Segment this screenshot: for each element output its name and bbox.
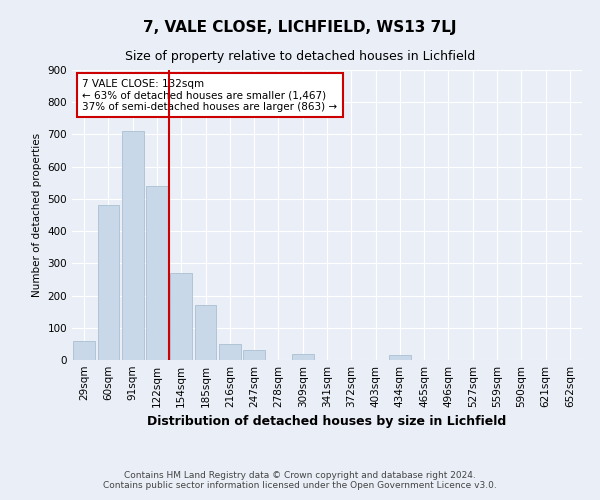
Bar <box>219 344 241 360</box>
Bar <box>389 355 411 360</box>
Text: 7 VALE CLOSE: 132sqm
← 63% of detached houses are smaller (1,467)
37% of semi-de: 7 VALE CLOSE: 132sqm ← 63% of detached h… <box>82 78 337 112</box>
Bar <box>243 350 265 360</box>
Text: Contains HM Land Registry data © Crown copyright and database right 2024.
Contai: Contains HM Land Registry data © Crown c… <box>103 470 497 490</box>
Bar <box>292 354 314 360</box>
Bar <box>97 206 119 360</box>
Bar <box>73 340 95 360</box>
Bar <box>194 305 217 360</box>
Text: Size of property relative to detached houses in Lichfield: Size of property relative to detached ho… <box>125 50 475 63</box>
Bar <box>122 131 143 360</box>
Text: 7, VALE CLOSE, LICHFIELD, WS13 7LJ: 7, VALE CLOSE, LICHFIELD, WS13 7LJ <box>143 20 457 35</box>
Y-axis label: Number of detached properties: Number of detached properties <box>32 133 42 297</box>
X-axis label: Distribution of detached houses by size in Lichfield: Distribution of detached houses by size … <box>148 416 506 428</box>
Bar <box>146 186 168 360</box>
Bar <box>170 273 192 360</box>
